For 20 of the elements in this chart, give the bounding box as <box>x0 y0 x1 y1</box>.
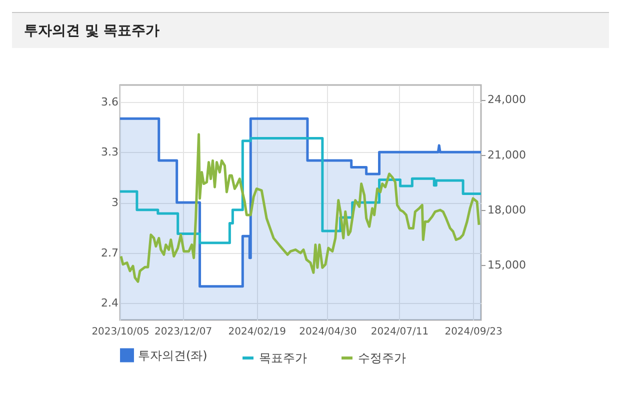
y2-tick-label: 24,000 <box>488 93 526 106</box>
x-tick-label: 2024/09/23 <box>444 326 502 338</box>
y-tick-label: 2.4 <box>101 296 118 310</box>
y2-tick-label: 21,000 <box>488 148 526 162</box>
legend-label: 목표주가 <box>259 351 307 365</box>
legend-label: 수정주가 <box>358 351 406 365</box>
x-tick-label: 2024/04/30 <box>299 326 357 338</box>
y-tick-label: 3 <box>112 196 118 209</box>
y-tick-label: 3.6 <box>101 95 118 108</box>
chart-title: 투자의견 및 목표주가 <box>12 12 609 48</box>
x-tick-label: 2024/07/11 <box>370 326 429 338</box>
y-tick-label: 3.3 <box>101 146 118 159</box>
x-tick-label: 2023/12/07 <box>154 326 212 338</box>
y-tick-label: 2.7 <box>101 246 118 260</box>
y2-tick-label: 18,000 <box>488 203 526 216</box>
legend-label: 투자의견(좌) <box>138 348 208 362</box>
y2-tick-label: 15,000 <box>488 258 526 272</box>
line-series <box>120 133 480 283</box>
x-tick-label: 2024/02/19 <box>228 326 286 338</box>
x-tick-label: 2023/10/05 <box>92 326 150 338</box>
